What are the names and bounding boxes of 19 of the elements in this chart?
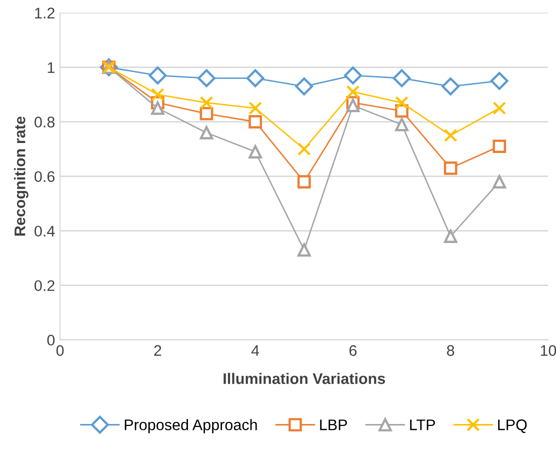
- legend-label: LBP: [320, 420, 347, 430]
- y-tick-label: 1: [48, 62, 54, 73]
- x-tick-label: 6: [349, 345, 357, 356]
- x-tick-label: 10: [540, 345, 556, 356]
- y-tick-label: 0.8: [34, 116, 55, 128]
- y-tick-label: 0.4: [34, 226, 55, 237]
- legend-label: LPQ: [498, 419, 527, 433]
- x-tick-label: 4: [251, 345, 260, 356]
- y-tick-label: 0.2: [34, 280, 54, 292]
- y-tick-label: 0: [47, 334, 55, 346]
- x-tick-label: 8: [447, 345, 454, 356]
- y-tick-label: 1.2: [35, 8, 54, 18]
- x-axis-title: Illumination Variations: [224, 372, 386, 384]
- legend-label: LTP: [410, 420, 435, 430]
- legend-label: Proposed Approach: [124, 419, 257, 434]
- y-axis-title: Recognition rate: [14, 116, 28, 236]
- y-tick-label: 0.6: [34, 171, 55, 182]
- x-tick-label: 0: [56, 345, 64, 356]
- x-tick-label: 2: [154, 345, 162, 356]
